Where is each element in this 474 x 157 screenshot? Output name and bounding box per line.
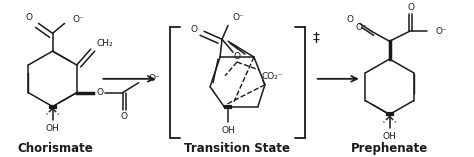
Text: O: O xyxy=(190,25,197,34)
Text: OH: OH xyxy=(46,124,59,133)
Text: CH₂: CH₂ xyxy=(97,39,113,48)
Text: O: O xyxy=(97,88,104,97)
Text: O: O xyxy=(120,112,128,121)
Text: O: O xyxy=(234,52,240,61)
Text: Transition State: Transition State xyxy=(184,142,290,154)
Text: CO₂⁻: CO₂⁻ xyxy=(262,72,283,81)
Text: O⁻: O⁻ xyxy=(232,13,244,22)
Text: O⁻: O⁻ xyxy=(356,23,368,32)
Text: OH: OH xyxy=(221,126,235,135)
Text: O⁻: O⁻ xyxy=(148,74,160,83)
Text: ‡: ‡ xyxy=(313,31,319,45)
Text: O: O xyxy=(346,15,354,24)
Text: O⁻: O⁻ xyxy=(73,15,84,24)
Text: Chorismate: Chorismate xyxy=(18,142,93,154)
Text: O⁻: O⁻ xyxy=(436,27,447,36)
Text: Prephenate: Prephenate xyxy=(351,142,428,154)
Text: O: O xyxy=(408,3,414,12)
Text: O: O xyxy=(26,13,33,22)
Text: OH: OH xyxy=(383,132,396,141)
